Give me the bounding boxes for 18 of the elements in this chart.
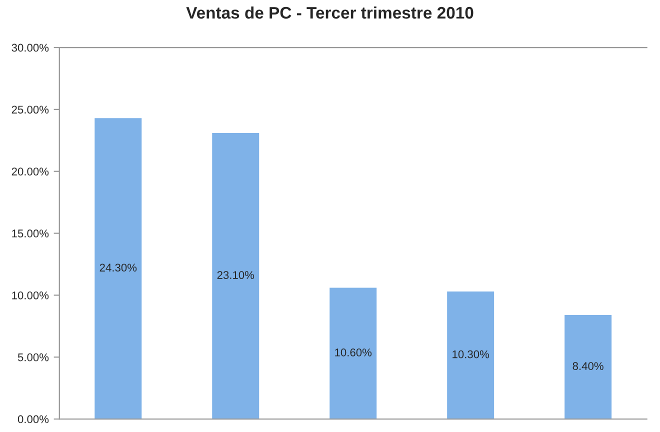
y-tick-label: 20.00% bbox=[12, 168, 49, 176]
data-label: 23.10% bbox=[217, 271, 254, 279]
chart-title: Ventas de PC - Tercer trimestre 2010 bbox=[186, 6, 474, 19]
bar bbox=[212, 132, 260, 420]
y-tick-label: 25.00% bbox=[12, 106, 49, 114]
data-label: 8.40% bbox=[572, 362, 604, 370]
bar bbox=[564, 315, 612, 420]
bar bbox=[447, 291, 494, 420]
y-tick-label: 15.00% bbox=[12, 230, 49, 238]
bar bbox=[94, 118, 142, 420]
y-tick-label: 10.00% bbox=[12, 291, 49, 300]
data-label: 10.30% bbox=[452, 350, 490, 358]
y-tick-label: 30.00% bbox=[12, 44, 49, 52]
y-tick-label: 5.00% bbox=[18, 353, 49, 362]
bar bbox=[330, 288, 377, 420]
data-label: 10.60% bbox=[335, 348, 372, 356]
y-tick-label: 0.00% bbox=[18, 415, 49, 424]
data-label: 24.30% bbox=[100, 264, 137, 272]
